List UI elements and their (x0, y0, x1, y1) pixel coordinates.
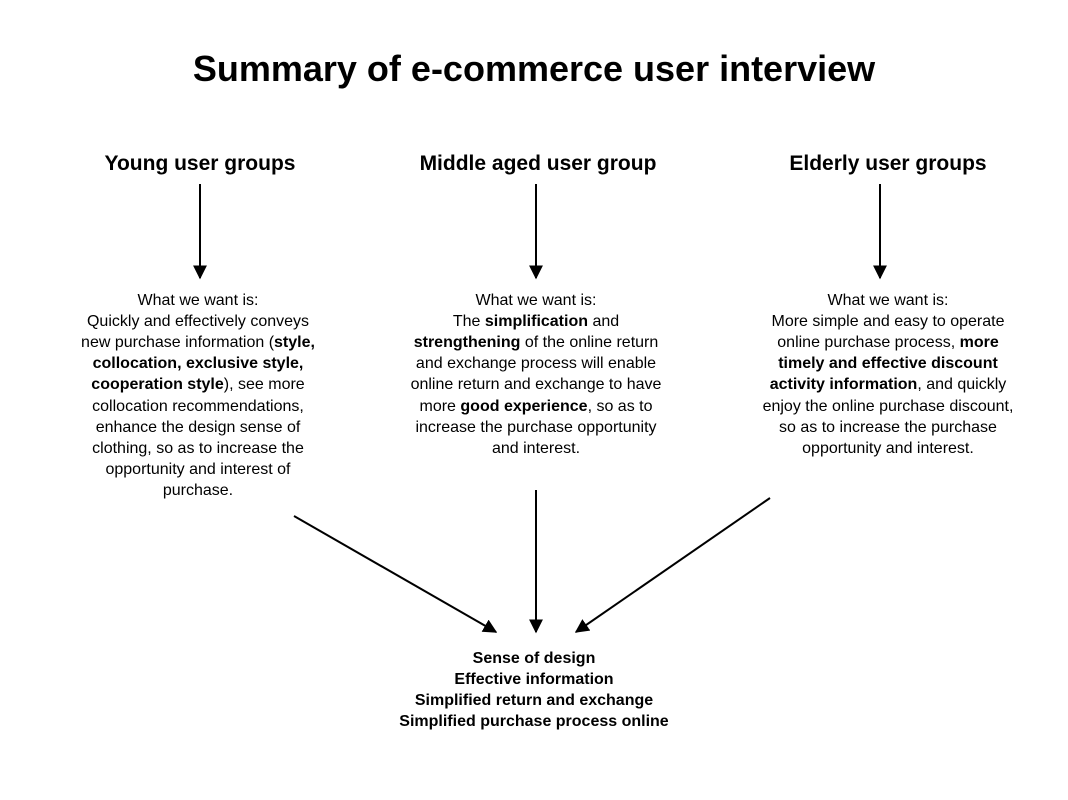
column-body-elderly: What we want is:More simple and easy to … (762, 290, 1014, 459)
arrow (576, 498, 770, 632)
arrow (294, 516, 496, 632)
column-body-young: What we want is:Quickly and effectively … (72, 290, 324, 501)
column-heading-young: Young user groups (80, 152, 320, 176)
summary-block: Sense of designEffective informationSimp… (334, 648, 734, 732)
column-heading-elderly: Elderly user groups (768, 152, 1008, 176)
column-body-middle: What we want is:The simplification and s… (410, 290, 662, 459)
column-heading-middle: Middle aged user group (408, 152, 668, 176)
diagram-title: Summary of e-commerce user interview (0, 48, 1068, 90)
